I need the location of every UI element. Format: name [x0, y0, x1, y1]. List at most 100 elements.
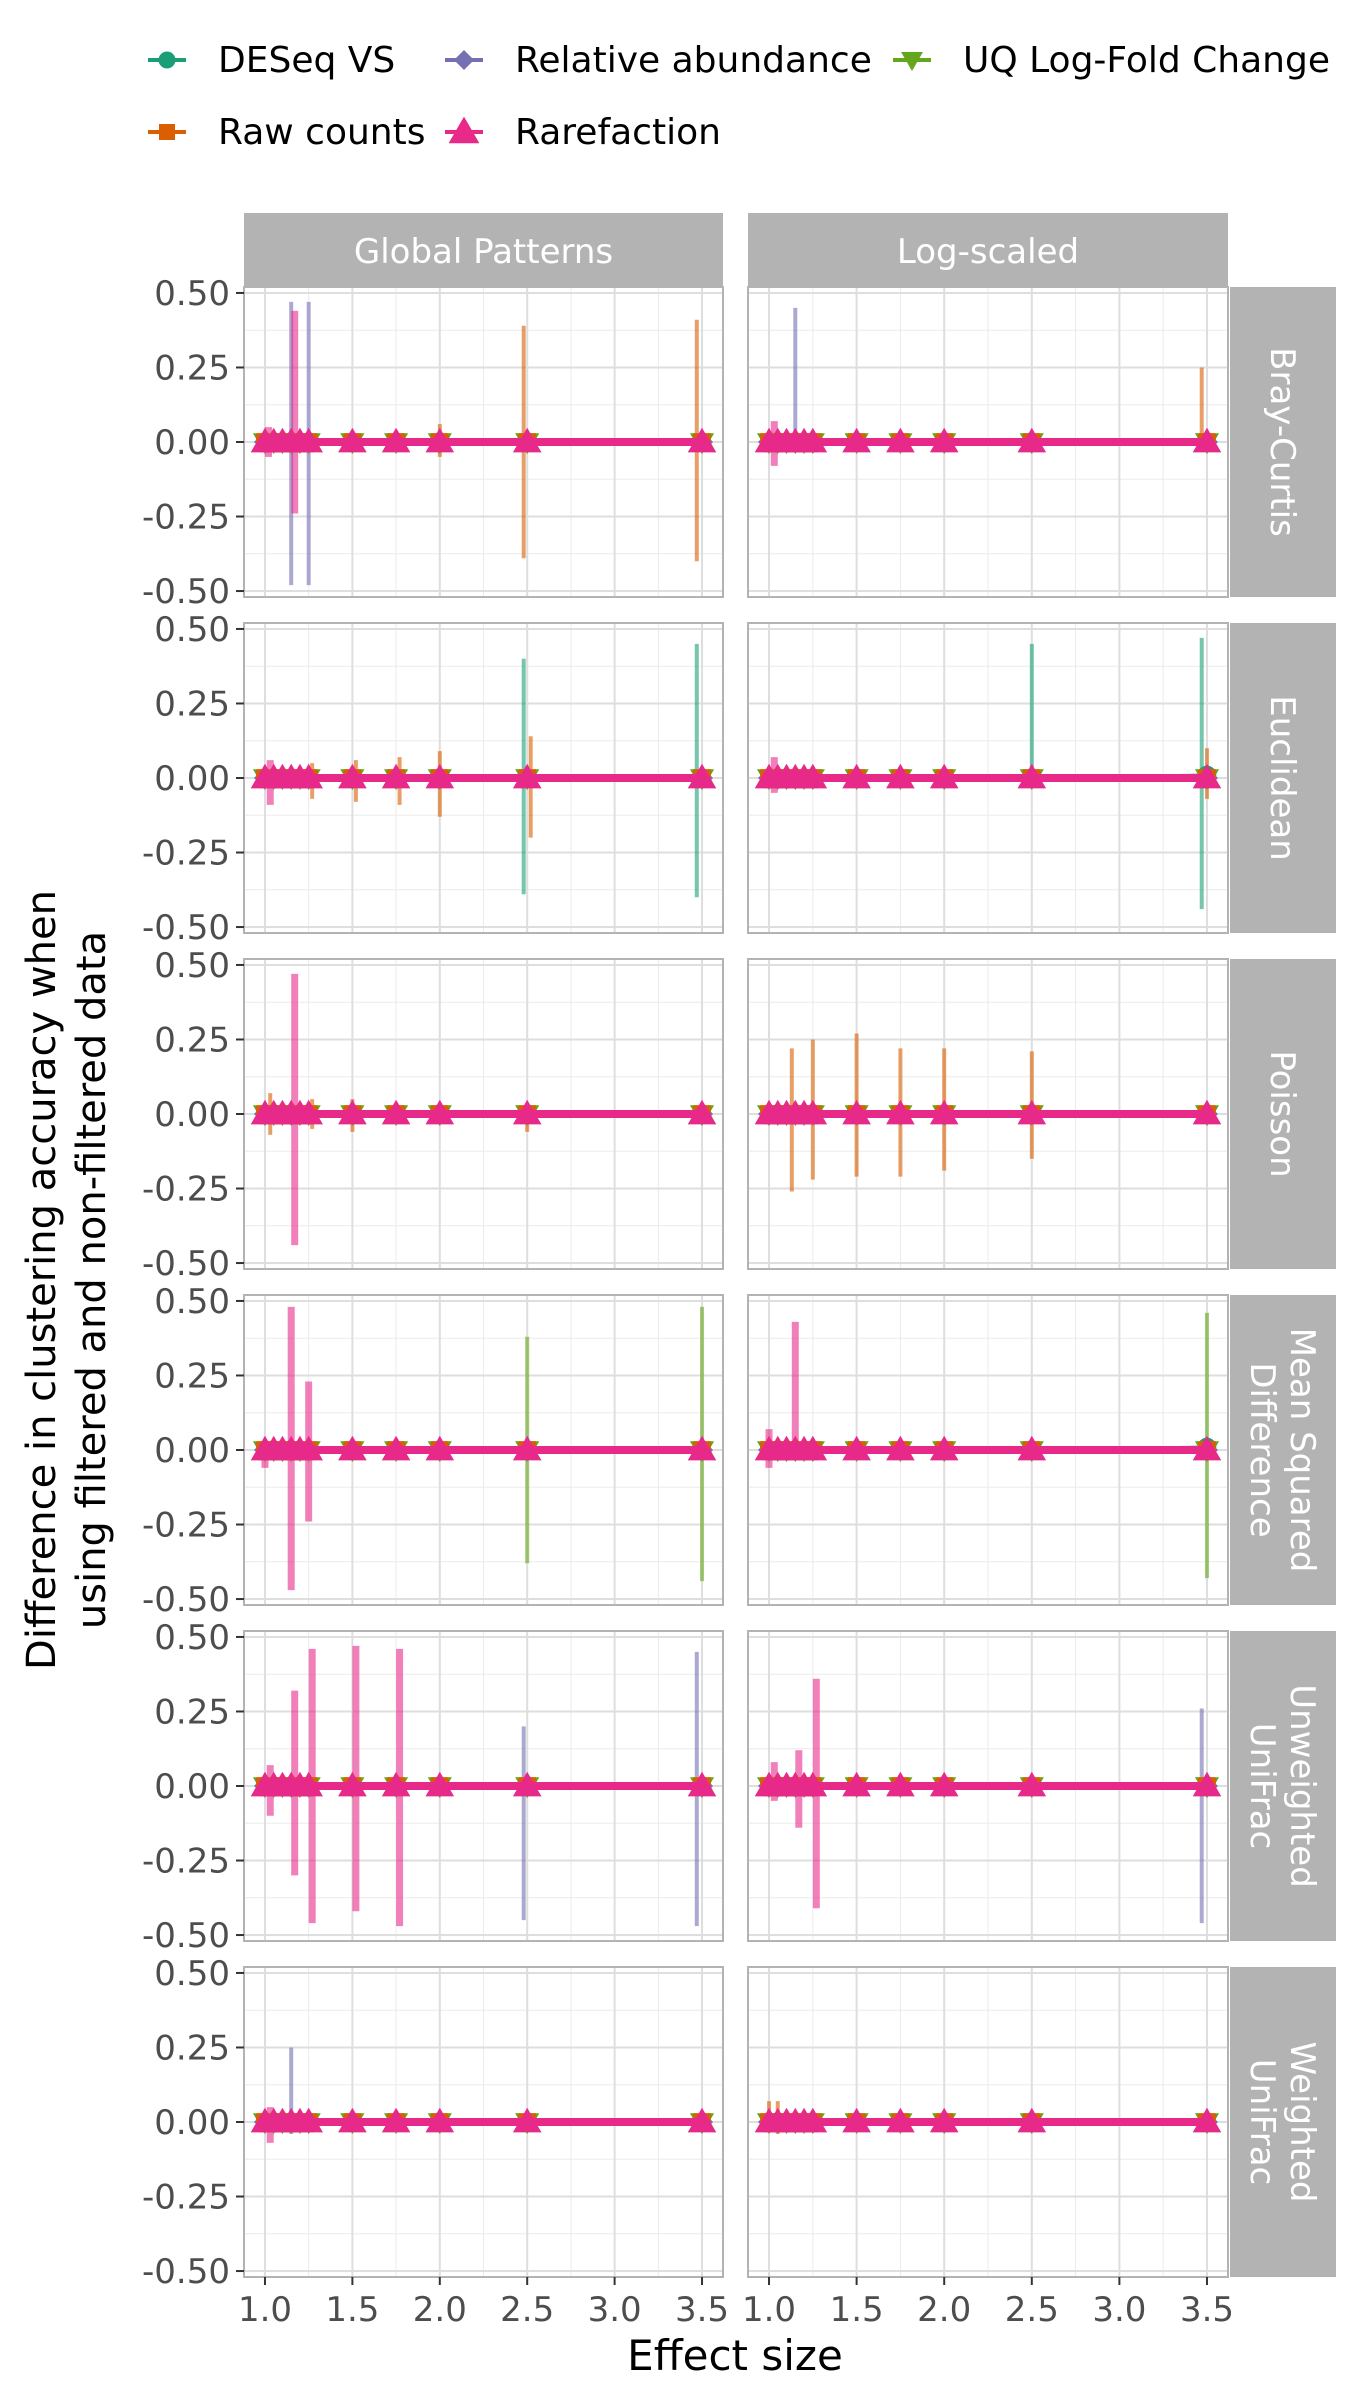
data-point: [1192, 427, 1222, 453]
data-point: [512, 1771, 542, 1797]
data-point: [381, 1435, 411, 1461]
panel-border: [747, 286, 1229, 598]
data-point: [798, 1435, 828, 1461]
y-tick-label: 0.50: [154, 1282, 230, 1322]
x-tick-label: 1.0: [742, 2290, 796, 2330]
row-strip-label: UniFrac: [1242, 1723, 1282, 1849]
y-tick-label: -0.50: [142, 2252, 230, 2292]
data-point: [1017, 1099, 1047, 1125]
facet-grid: Global Patterns Log-scaled Bray-Curtis Eucl…: [142, 213, 1336, 2292]
data-point: [1017, 763, 1047, 789]
data-point: [338, 1771, 367, 1797]
y-tick-label: -0.25: [142, 498, 230, 538]
data-point: [381, 763, 411, 789]
panel: 0.50 0.25 0.00 -0.25 -0.50: [142, 946, 724, 1284]
panel: 0.50 0.25 0.00 -0.25 -0.50: [142, 274, 724, 612]
legend-item: UQ Log-Fold Change: [893, 40, 1330, 81]
data-point: [512, 427, 542, 453]
legend-label: Raw counts: [218, 112, 426, 153]
data-point: [425, 763, 455, 789]
row-strip-label: UniFrac: [1242, 2059, 1282, 2185]
panel: [747, 958, 1229, 1270]
data-point: [338, 1099, 367, 1125]
row-strip-label: Unweighted: [1282, 1684, 1322, 1888]
panel: [747, 622, 1229, 934]
y-tick-label: -0.25: [142, 1170, 230, 1210]
column-strip-bg: [244, 213, 723, 287]
legend-marker: [158, 51, 176, 69]
y-tick-label: -0.50: [142, 908, 230, 948]
y-tick-label: 0.50: [154, 1954, 230, 1994]
data-point: [886, 763, 915, 789]
data-point: [338, 2107, 367, 2133]
panel: 0.50 0.25 0.00 -0.25 -0.50: [142, 1282, 724, 1620]
panel: [747, 286, 1229, 598]
row-strip-label: Weighted: [1282, 2042, 1322, 2203]
data-point: [929, 427, 959, 453]
y-tick-label: 0.25: [154, 1356, 230, 1396]
data-point: [425, 1771, 455, 1797]
data-point: [798, 763, 828, 789]
y-tick-label: 0.25: [154, 1692, 230, 1732]
data-point: [381, 427, 411, 453]
data-point: [798, 427, 828, 453]
data-point: [687, 1099, 717, 1125]
x-tick-label: 3.5: [675, 2290, 729, 2330]
data-point: [886, 1099, 915, 1125]
y-tick-label: -0.50: [142, 1244, 230, 1284]
legend-item: Raw counts: [148, 112, 426, 153]
data-point: [294, 1099, 323, 1125]
x-tick-label: 3.0: [588, 2290, 642, 2330]
y-tick-label: 0.50: [154, 946, 230, 986]
row-strip-bg: [1230, 1295, 1336, 1605]
data-point: [687, 1435, 717, 1461]
data-point: [425, 1435, 455, 1461]
data-point: [798, 2107, 828, 2133]
data-point: [338, 427, 367, 453]
legend-label: DESeq VS: [218, 40, 395, 81]
panel: [747, 1630, 1229, 1942]
data-point: [1192, 1771, 1222, 1797]
x-tick-label: 1.5: [830, 2290, 884, 2330]
data-point: [687, 427, 717, 453]
row-strip-label: Difference: [1242, 1362, 1282, 1537]
data-point: [338, 763, 367, 789]
data-point: [929, 1771, 959, 1797]
y-tick-label: 0.00: [154, 1431, 230, 1471]
data-point: [886, 1771, 915, 1797]
data-point: [381, 1099, 411, 1125]
data-point: [1192, 2107, 1222, 2133]
legend-item: DESeq VS: [148, 40, 395, 81]
y-tick-label: 0.00: [154, 1095, 230, 1135]
y-tick-label: 0.25: [154, 2028, 230, 2068]
data-point: [381, 2107, 411, 2133]
panel: [747, 1294, 1229, 1606]
data-point: [798, 1771, 828, 1797]
column-strip: Global Patterns: [244, 213, 723, 287]
data-point: [929, 763, 959, 789]
row-strip-label: Poisson: [1262, 1050, 1302, 1177]
row-strip-label: Bray-Curtis: [1262, 347, 1302, 537]
y-tick-label: -0.50: [142, 1580, 230, 1620]
x-tick-label: 1.0: [238, 2290, 292, 2330]
data-point: [842, 2107, 871, 2133]
data-point: [512, 1435, 542, 1461]
data-point: [425, 427, 455, 453]
data-point: [886, 2107, 915, 2133]
y-tick-label: 0.00: [154, 2103, 230, 2143]
x-tick-label: 1.5: [325, 2290, 379, 2330]
data-point: [1017, 1771, 1047, 1797]
data-point: [294, 1435, 323, 1461]
data-point: [1017, 2107, 1047, 2133]
panel-border: [747, 1294, 1229, 1606]
y-axis-label-line-2: using filtered and non-filtered data: [69, 931, 115, 1629]
data-point: [929, 1435, 959, 1461]
y-tick-label: 0.00: [154, 423, 230, 463]
x-axis-ticks: 1.0 1.5 2.0 2.5 3.0 3.5 1.0 1.5 2.0 2.5 3.0 3.5: [238, 2277, 1234, 2330]
y-tick-label: 0.50: [154, 610, 230, 650]
data-point: [338, 1435, 367, 1461]
data-point: [294, 763, 323, 789]
